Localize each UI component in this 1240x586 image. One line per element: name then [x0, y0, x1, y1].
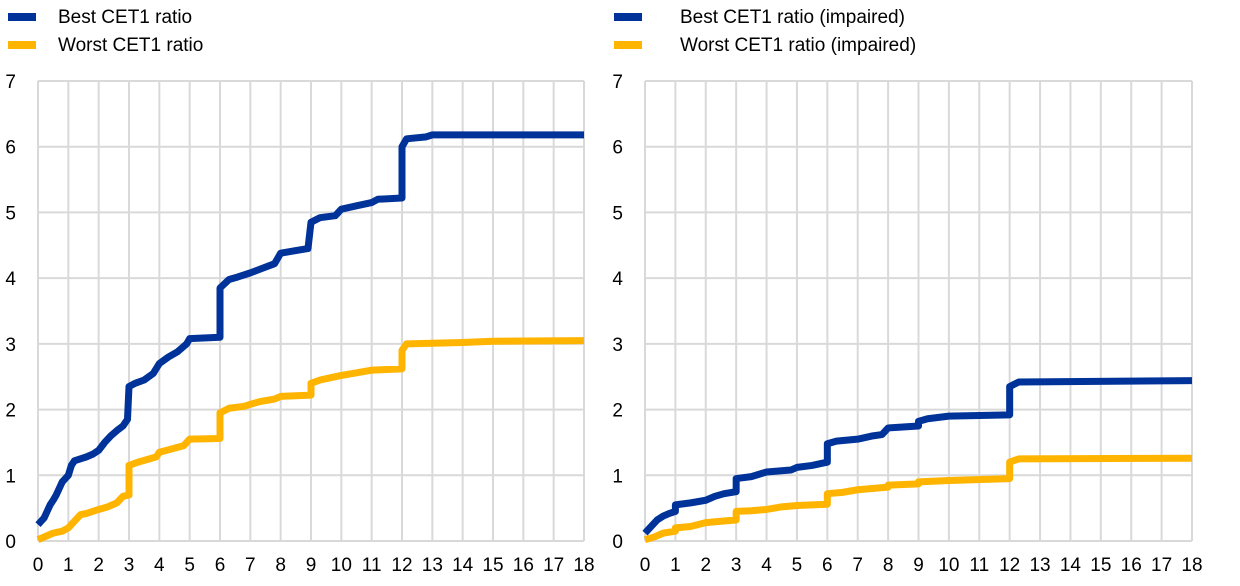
chart-1-x-tick-11: 11 [362, 555, 382, 576]
chart-2-x-tick-15: 15 [1090, 555, 1111, 576]
chart-1-x-tick-14: 14 [452, 555, 474, 576]
chart-2-x-tick-16: 16 [1121, 555, 1142, 576]
chart-1-x-tick-0: 0 [33, 555, 44, 576]
chart-1-x-tick-13: 13 [422, 555, 443, 576]
chart-1-x-tick-9: 9 [306, 555, 317, 576]
chart-1-y-tick-3: 3 [5, 335, 16, 356]
chart-1-x-tick-1: 1 [63, 555, 74, 576]
chart-2-x-tick-8: 8 [883, 555, 894, 576]
chart-1-y-tick-7: 7 [5, 72, 16, 93]
chart-2-y-tick-1: 1 [612, 466, 623, 487]
chart-2-legend: Best CET1 ratio (impaired) Worst CET1 rat… [614, 7, 916, 56]
chart-2-x-tick-10: 10 [938, 555, 959, 576]
chart-1-x-tick-2: 2 [93, 555, 104, 576]
chart-2-series [642, 377, 1193, 544]
chart-2-y-tick-7: 7 [612, 72, 623, 93]
chart-2-y-tick-3: 3 [612, 335, 623, 356]
chart-2-series-1-line [642, 377, 1193, 536]
chart-1-x-tick-6: 6 [215, 555, 226, 576]
chart-2-x-tick-2: 2 [700, 555, 711, 576]
chart-1-series [35, 131, 585, 543]
chart-1-x-tick-4: 4 [154, 555, 165, 576]
chart-2-x-tick-12: 12 [999, 555, 1020, 576]
chart-2-x-tick-18: 18 [1181, 555, 1202, 576]
chart-1-x-tick-16: 16 [513, 555, 534, 576]
chart-1-y-tick-6: 6 [5, 138, 16, 159]
chart-1-y-tick-4: 4 [5, 269, 16, 290]
chart-2-grid [644, 80, 1193, 542]
chart-1-legend-label-2: Worst CET1 ratio [58, 35, 203, 56]
chart-1-x-tick-18: 18 [573, 555, 594, 576]
chart-2-x-tick-13: 13 [1029, 555, 1050, 576]
chart-2-series-2-line [644, 454, 1193, 544]
chart-2-y-tick-2: 2 [612, 401, 623, 422]
chart-2-x-tick-14: 14 [1060, 555, 1082, 576]
chart-2-x-tick-0: 0 [640, 555, 651, 576]
chart-2-legend-label-2: Worst CET1 ratio (impaired) [680, 35, 916, 56]
chart-2-y-tick-0: 0 [612, 532, 623, 553]
chart-2-x-tick-1: 1 [670, 555, 681, 576]
chart-1-y-tick-1: 1 [5, 466, 16, 487]
chart-2-x-tick-3: 3 [731, 555, 742, 576]
chart-1-series-2-line [36, 337, 585, 543]
chart-1-x-tick-15: 15 [482, 555, 503, 576]
chart-2-y-tick-5: 5 [612, 203, 623, 224]
chart-1-grid [37, 80, 585, 542]
chart-2-y-tick-4: 4 [612, 269, 623, 290]
chart-1-x-tick-10: 10 [331, 555, 352, 576]
chart-2-x-tick-17: 17 [1151, 555, 1172, 576]
chart-1-y-tick-5: 5 [5, 203, 16, 224]
chart-1-legend: Best CET1 ratio Worst CET1 ratio [8, 7, 203, 56]
chart-2-x-tick-9: 9 [913, 555, 924, 576]
chart-2-x-tick-6: 6 [822, 555, 833, 576]
chart-1-x-tick-17: 17 [543, 555, 564, 576]
chart-1-x-tick-12: 12 [391, 555, 412, 576]
chart-2-y-tick-6: 6 [612, 138, 623, 159]
chart-1-x-tick-5: 5 [184, 555, 195, 576]
chart-1-x-tick-3: 3 [124, 555, 135, 576]
chart-2-x-tick-4: 4 [761, 555, 772, 576]
chart-2-legend-label-1: Best CET1 ratio (impaired) [680, 7, 905, 28]
chart-2-x-tick-7: 7 [852, 555, 863, 576]
chart-2-x-tick-5: 5 [792, 555, 803, 576]
chart-1-series-1-line [35, 131, 584, 527]
chart-1-x-tick-8: 8 [275, 555, 286, 576]
chart-1-x-tick-7: 7 [245, 555, 256, 576]
chart-1-y-tick-2: 2 [5, 401, 16, 422]
chart-1-legend-label-1: Best CET1 ratio [58, 7, 192, 28]
chart-1-y-tick-0: 0 [5, 532, 16, 553]
chart-2-x-tick-11: 11 [969, 555, 989, 576]
